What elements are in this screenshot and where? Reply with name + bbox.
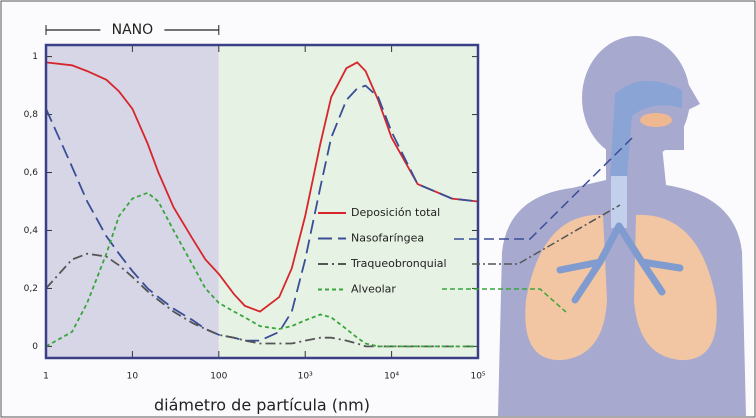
plot-area: NANO 0 0,2 0,4 0,6 0,8 1 1 10 100 10³ 10⁴ 10⁵ diámetr… bbox=[24, 22, 486, 415]
y-tick-label: 0,4 bbox=[24, 226, 39, 236]
x-axis-label: diámetro de partícula (nm) bbox=[154, 396, 370, 415]
y-tick-label: 1 bbox=[32, 52, 38, 62]
series-line bbox=[45, 84, 479, 342]
legend-label: Traqueobronquial bbox=[350, 257, 447, 270]
face bbox=[660, 70, 700, 150]
legend-label: Alveolar bbox=[351, 283, 396, 296]
right-lung bbox=[634, 214, 717, 361]
x-tick-label: 10 bbox=[127, 372, 139, 382]
leader-line bbox=[454, 137, 633, 240]
series-line bbox=[45, 252, 478, 348]
label-bg bbox=[100, 22, 165, 38]
y-tick-label: 0,2 bbox=[24, 284, 38, 294]
x-tick-label: 100 bbox=[210, 372, 227, 382]
legend-label: Nasofaríngea bbox=[351, 232, 424, 245]
y-tick-label: 0,6 bbox=[24, 168, 39, 178]
x-tick-label: 10³ bbox=[298, 372, 313, 382]
nasal-airway bbox=[610, 80, 682, 178]
region-label: NANO bbox=[112, 22, 154, 38]
series-line bbox=[45, 191, 478, 348]
x-tick-label: 10⁴ bbox=[384, 372, 399, 382]
mouth bbox=[640, 113, 672, 127]
series-line bbox=[45, 61, 479, 313]
leader-lines bbox=[442, 137, 633, 313]
y-tick-label: 0 bbox=[32, 342, 38, 352]
plot-border bbox=[44, 43, 480, 360]
body-illustration bbox=[498, 36, 746, 416]
legend-label: Deposición total bbox=[351, 206, 440, 219]
y-tick-label: 0,8 bbox=[24, 110, 39, 120]
shaded-region bbox=[46, 45, 219, 358]
left-lung bbox=[525, 214, 607, 361]
trachea bbox=[611, 176, 627, 228]
x-tick-label: 1 bbox=[43, 372, 49, 382]
leader-line bbox=[442, 288, 567, 313]
leader-line bbox=[472, 204, 621, 265]
bronchi bbox=[556, 222, 684, 304]
x-tick-label: 10⁵ bbox=[470, 372, 485, 382]
